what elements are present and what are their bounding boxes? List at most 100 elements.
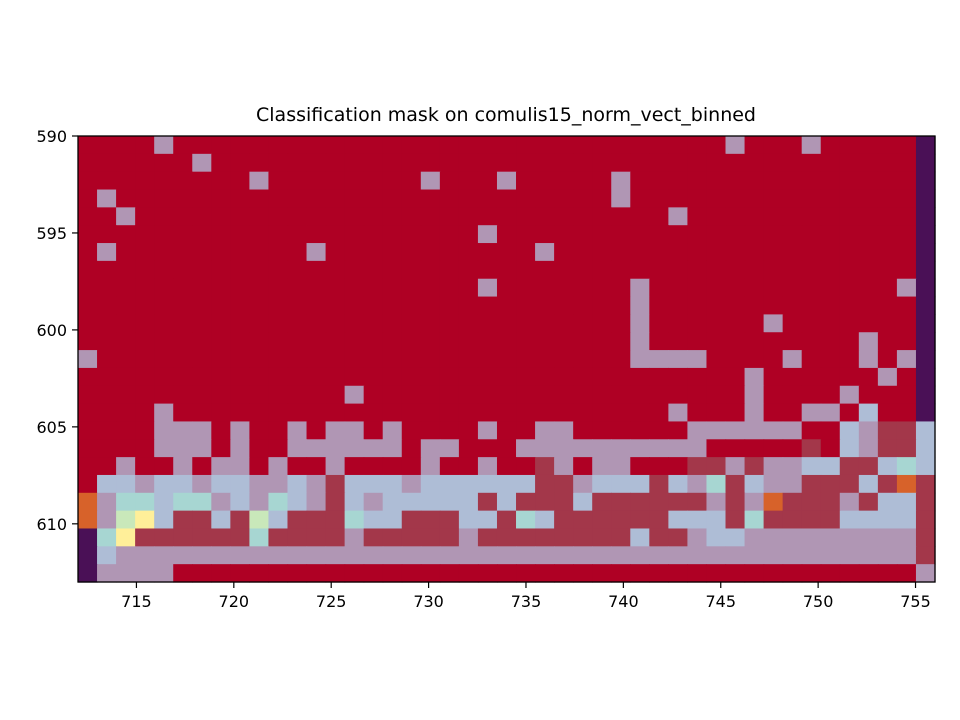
- heatmap-cell: [268, 546, 289, 565]
- heatmap-cell: [839, 474, 860, 494]
- heatmap-cell: [344, 457, 365, 476]
- heatmap-cell: [611, 189, 631, 208]
- heatmap-cell: [344, 439, 365, 458]
- heatmap-cell: [420, 171, 441, 191]
- heatmap-cell: [344, 367, 365, 387]
- x-tick-label: 720: [219, 592, 250, 611]
- heatmap-cell: [516, 243, 536, 262]
- heatmap-cell: [535, 385, 555, 405]
- heatmap-cell: [687, 136, 708, 155]
- heatmap-cell: [325, 564, 346, 583]
- heatmap-cell: [477, 207, 498, 226]
- heatmap-cell: [782, 510, 803, 530]
- heatmap-cell: [896, 243, 917, 262]
- heatmap-cell: [611, 385, 631, 405]
- heatmap-cell: [78, 278, 98, 298]
- heatmap-cell: [839, 225, 860, 244]
- heatmap-cell: [896, 492, 917, 512]
- heatmap-cell: [763, 510, 784, 530]
- heatmap-cell: [630, 474, 650, 494]
- heatmap-cell: [382, 510, 403, 530]
- heatmap-cell: [839, 171, 860, 191]
- heatmap-cell: [363, 510, 384, 530]
- heatmap-cell: [801, 474, 822, 494]
- heatmap-cell: [611, 260, 631, 280]
- heatmap-cell: [363, 474, 384, 494]
- heatmap-cell: [573, 225, 593, 244]
- heatmap-cell: [401, 225, 422, 244]
- heatmap-cell: [496, 564, 517, 583]
- heatmap-cell: [268, 332, 289, 351]
- heatmap-cell: [763, 474, 784, 494]
- heatmap-cell: [649, 546, 669, 565]
- heatmap-cell: [858, 421, 879, 440]
- heatmap-cell: [915, 350, 936, 369]
- heatmap-cell: [230, 421, 250, 440]
- heatmap-cell: [401, 528, 422, 547]
- heatmap-cell: [573, 296, 593, 315]
- heatmap-cell: [706, 492, 727, 512]
- heatmap-cell: [915, 332, 936, 351]
- heatmap-cell: [420, 439, 441, 458]
- heatmap-cell: [154, 207, 174, 226]
- heatmap-cell: [154, 189, 174, 208]
- heatmap-cell: [230, 564, 250, 583]
- heatmap-cell: [211, 474, 231, 494]
- heatmap-cell: [192, 385, 212, 405]
- heatmap-cell: [554, 439, 574, 458]
- heatmap-cell: [344, 564, 365, 583]
- heatmap-cell: [230, 332, 250, 351]
- heatmap-cell: [706, 350, 727, 369]
- heatmap-cell: [230, 474, 250, 494]
- heatmap-cell: [820, 189, 841, 208]
- heatmap-cell: [630, 546, 650, 565]
- heatmap-cell: [725, 260, 746, 280]
- heatmap-cell: [801, 243, 822, 262]
- heatmap-cell: [535, 457, 555, 476]
- y-tick-label: 610: [36, 515, 67, 534]
- heatmap-cell: [687, 332, 708, 351]
- heatmap-cell: [820, 225, 841, 244]
- heatmap-cell: [173, 421, 193, 440]
- heatmap-cell: [458, 314, 479, 333]
- heatmap-cell: [516, 564, 536, 583]
- heatmap-cell: [573, 136, 593, 155]
- heatmap-cell: [287, 278, 308, 298]
- heatmap-cell: [668, 492, 689, 512]
- heatmap-cell: [516, 332, 536, 351]
- heatmap-cell: [135, 243, 155, 262]
- heatmap-cell: [763, 136, 784, 155]
- heatmap-cell: [611, 528, 631, 547]
- heatmap-cell: [211, 367, 231, 387]
- heatmap-cell: [763, 225, 784, 244]
- heatmap-cell: [516, 278, 536, 298]
- heatmap-cell: [230, 350, 250, 369]
- heatmap-cell: [820, 492, 841, 512]
- heatmap-cell: [725, 367, 746, 387]
- heatmap-cell: [782, 296, 803, 315]
- heatmap-cell: [287, 260, 308, 280]
- heatmap-cell: [268, 403, 289, 423]
- heatmap-cell: [915, 171, 936, 191]
- heatmap-cell: [211, 492, 231, 512]
- heatmap-cell: [249, 367, 270, 387]
- heatmap-cell: [116, 332, 136, 351]
- heatmap-cell: [249, 171, 270, 191]
- heatmap-cell: [230, 403, 250, 423]
- heatmap-cell: [725, 171, 746, 191]
- heatmap-cell: [363, 296, 384, 315]
- heatmap-cell: [706, 260, 727, 280]
- heatmap-cell: [135, 171, 155, 191]
- heatmap-cell: [306, 350, 327, 369]
- heatmap-cell: [744, 385, 765, 405]
- heatmap-cell: [477, 546, 498, 565]
- heatmap-cell: [706, 225, 727, 244]
- heatmap-cell: [325, 332, 346, 351]
- heatmap-cell: [230, 153, 250, 173]
- heatmap-cell: [401, 439, 422, 458]
- heatmap-cell: [554, 528, 574, 547]
- heatmap-cell: [458, 189, 479, 208]
- heatmap-cell: [477, 564, 498, 583]
- heatmap-cell: [592, 225, 612, 244]
- y-tick-label: 590: [36, 127, 67, 146]
